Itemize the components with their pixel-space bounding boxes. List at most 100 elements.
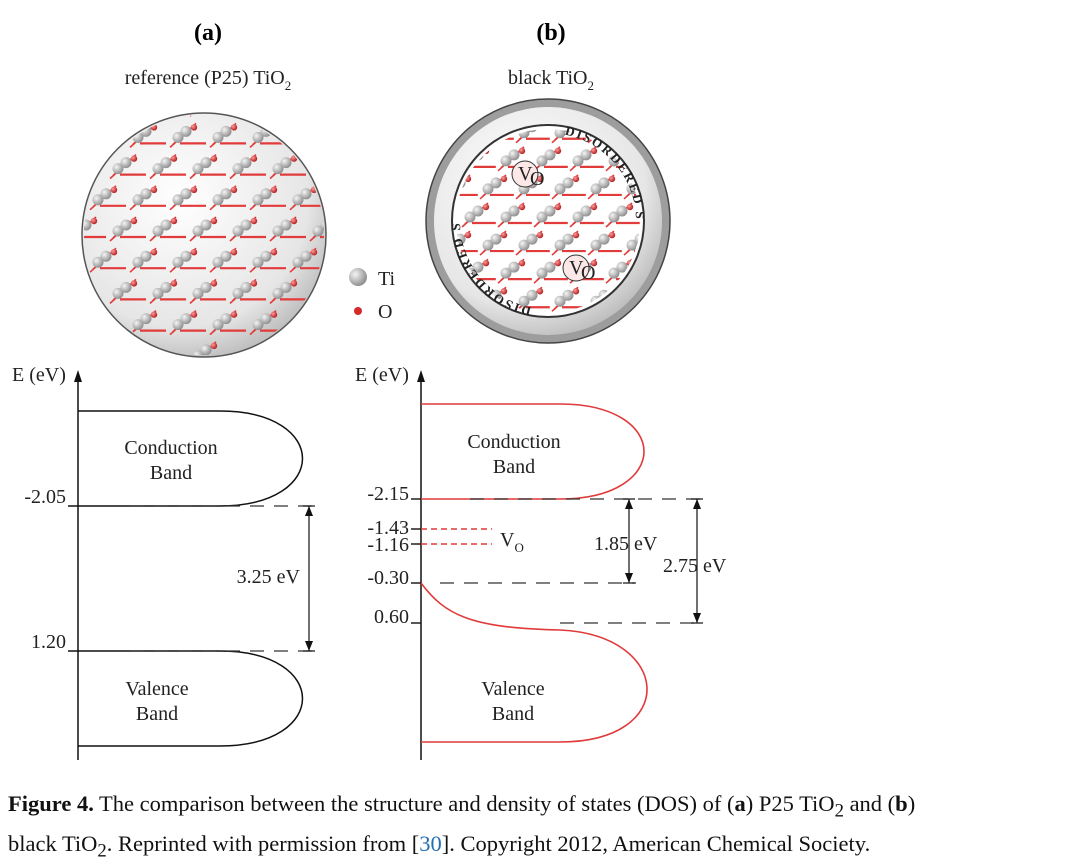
ti-atom (140, 313, 152, 325)
o-atom (190, 186, 198, 193)
o-atom (130, 217, 138, 225)
o-atom (310, 249, 318, 256)
ti-atom (500, 267, 512, 279)
o-atom (536, 175, 544, 183)
ti-atom (212, 319, 224, 331)
ti-atom (272, 225, 284, 237)
ti-atom (260, 313, 272, 325)
ti-atom (482, 183, 494, 195)
ti-atom (84, 219, 92, 231)
ti-atom (192, 163, 204, 175)
ti-atom (562, 177, 574, 189)
ti-atom (152, 287, 164, 299)
tick-label-a-cb: -2.05 (24, 486, 66, 508)
o-atom (250, 280, 258, 287)
band-gap-label-a: 3.25 eV (237, 566, 301, 588)
ti-atom (192, 350, 204, 355)
bond (193, 95, 213, 113)
dos-diagram-b: E (eV) -2.15 -1.43 -1.16 -0.30 0.60 VO 1… (355, 364, 727, 760)
o-atom (150, 186, 158, 193)
conduction-band-label-a: Conduction (124, 437, 217, 459)
panel-b-title: black TiO2 (508, 67, 594, 93)
ti-atom (554, 295, 566, 307)
bond (196, 92, 216, 110)
o-atom (90, 217, 98, 225)
ti-atom (112, 225, 124, 237)
ti-atom (562, 289, 574, 301)
ti-atom (120, 219, 132, 231)
conduction-band-label-b: Conduction (467, 431, 560, 453)
o-atom (482, 203, 490, 211)
valence-band-label-a: Valence (125, 678, 188, 700)
o-atom (464, 231, 472, 239)
valence-band-label-b-2: Band (492, 703, 534, 725)
o-atom (190, 311, 198, 318)
ti-atom (300, 250, 312, 262)
ti-atom (280, 219, 292, 231)
dos-diagram-a: E (eV) -2.05 1.20 3.25 eV Conduction Ban… (12, 364, 316, 760)
o-atom (250, 217, 258, 225)
ti-atom (160, 219, 172, 231)
axis-label-b: E (eV) (355, 364, 409, 386)
ti-atom (132, 319, 144, 331)
ti-atom (100, 188, 112, 200)
reference-link[interactable]: 30 (419, 830, 442, 856)
ti-atom (272, 287, 284, 299)
ti-atom (272, 163, 284, 175)
ti-atom (200, 219, 212, 231)
ti-atom (260, 250, 272, 262)
ti-atom (212, 194, 224, 206)
ti-atom (200, 281, 212, 293)
ti-atom (240, 157, 252, 169)
o-atom (572, 231, 580, 239)
valence-band-label-a-2: Band (136, 703, 178, 725)
ti-atom (280, 281, 292, 293)
atom-legend: Ti O (349, 268, 396, 323)
ti-atom (472, 205, 484, 217)
o-atom (230, 124, 238, 131)
ti-atom (140, 188, 152, 200)
ti-atom (200, 344, 212, 355)
o-atom (110, 249, 118, 256)
ti-atom (100, 250, 112, 262)
axis-label-a: E (eV) (12, 364, 66, 386)
o-atom (590, 259, 598, 267)
o-atom (626, 203, 634, 211)
valence-band-curve-b (420, 582, 648, 743)
o-atom (536, 231, 544, 239)
legend-o-label: O (378, 301, 392, 323)
vacancy-marker-2: V O (562, 254, 595, 284)
o-atom (331, 218, 337, 224)
ti-atom (152, 163, 164, 175)
o-atom (290, 280, 298, 287)
ti-atom (526, 233, 538, 245)
ti-atom (562, 233, 574, 245)
ti-atom (220, 188, 232, 200)
ti-atom (240, 219, 252, 231)
legend-ti-label: Ti (378, 268, 396, 290)
tick-label-a-vb: 1.20 (31, 631, 66, 653)
ti-atom (232, 287, 244, 299)
conduction-band-curve-b (421, 403, 645, 500)
ti-atom (536, 211, 548, 223)
ti-atom (132, 194, 144, 206)
tick-label-b-d2: -1.16 (367, 534, 409, 556)
ti-atom (572, 211, 584, 223)
conduction-band-label-a-2: Band (150, 462, 192, 484)
ti-atom (292, 194, 304, 206)
o-atom (554, 203, 562, 211)
ti-atom (536, 267, 548, 279)
ti-atom (200, 157, 212, 169)
ti-atom (192, 287, 204, 299)
tick-label-b-cb: -2.15 (367, 483, 409, 505)
ti-atom (172, 131, 184, 143)
o-atom (554, 147, 562, 155)
ti-atom (508, 149, 520, 161)
axis-arrow-b (417, 370, 425, 382)
o-atom (250, 155, 258, 162)
defect-level-label: VO (500, 529, 524, 555)
o-atom (590, 147, 598, 155)
ti-atom (232, 163, 244, 175)
valence-band-label-b: Valence (481, 678, 544, 700)
ti-atom (544, 205, 556, 217)
